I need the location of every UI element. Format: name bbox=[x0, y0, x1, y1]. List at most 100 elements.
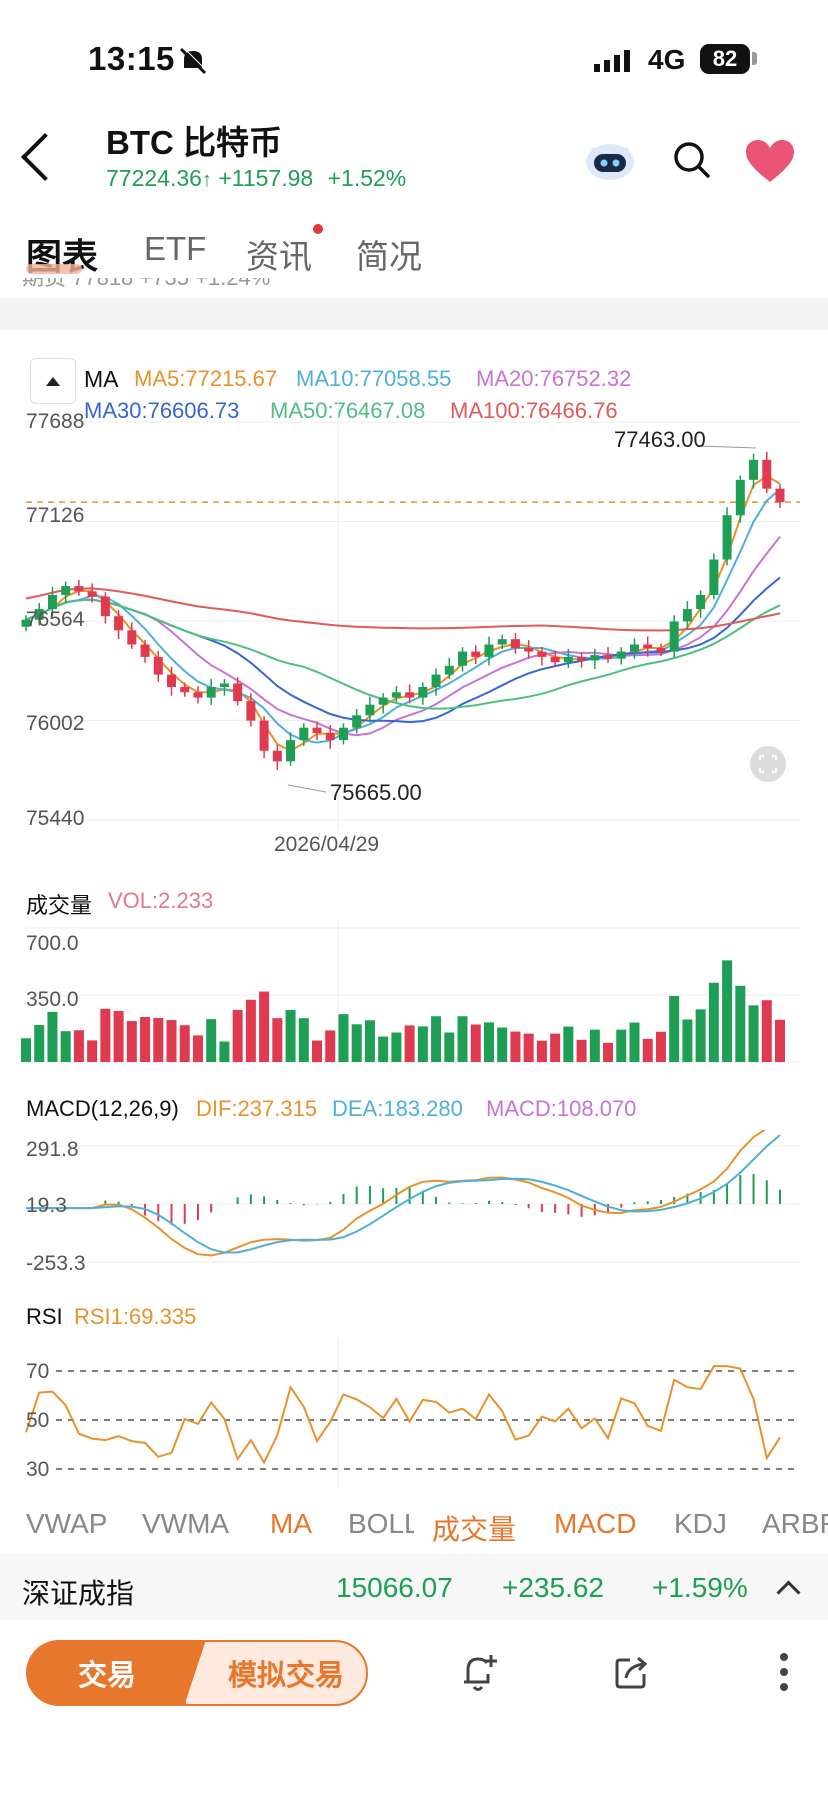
candle-body bbox=[114, 616, 124, 631]
candle-body bbox=[418, 686, 428, 698]
volume-bar bbox=[722, 960, 733, 1062]
chevron-up-icon[interactable] bbox=[776, 1580, 801, 1605]
ma-line bbox=[25, 587, 781, 632]
ind-tab-kdj[interactable]: KDJ bbox=[674, 1508, 727, 1539]
volume-bar bbox=[669, 995, 680, 1062]
candle-body bbox=[775, 488, 785, 503]
ind-tab-vwma[interactable]: VWMA bbox=[142, 1508, 230, 1539]
candle-body bbox=[74, 586, 84, 592]
vol-tick-label: 700.0 bbox=[26, 932, 79, 955]
ticker-pct: +1.59% bbox=[652, 1572, 748, 1603]
ma-label: MA bbox=[84, 366, 119, 392]
tab-profile[interactable]: 简况 bbox=[356, 238, 422, 275]
network-type: 4G bbox=[648, 44, 686, 75]
fullscreen-button[interactable] bbox=[750, 746, 786, 782]
tab-news[interactable]: 资讯 bbox=[246, 238, 312, 275]
clipped-futures-row: 期货 77818 +735 +1.24% bbox=[22, 278, 270, 292]
collapse-ma-button[interactable] bbox=[30, 358, 76, 404]
y-tick-label: 76564 bbox=[26, 608, 85, 631]
price-chart[interactable]: 77688 77126 76564 76002 75440 77463.00 7… bbox=[0, 400, 828, 860]
volume-bar bbox=[179, 1025, 190, 1062]
candle-body bbox=[484, 644, 494, 657]
candle-body bbox=[286, 740, 296, 762]
volume-bar bbox=[682, 1019, 693, 1062]
volume-bar bbox=[708, 982, 719, 1062]
volume-bar bbox=[695, 1009, 706, 1062]
dif-line bbox=[26, 1130, 767, 1257]
tab-underline bbox=[26, 264, 82, 274]
indicator-tab-bar: VWAP VWMA MA BOLL 成交量 MACD KDJ ARBR bbox=[0, 1500, 828, 1550]
index-ticker-bar[interactable]: 深证成指 15066.07 +235.62 +1.59% bbox=[0, 1554, 828, 1620]
ma30-value: MA30:76606.73 bbox=[84, 398, 240, 423]
ticker-change: +235.62 bbox=[502, 1572, 604, 1603]
heart-icon[interactable] bbox=[744, 138, 796, 184]
volume-bar bbox=[298, 1018, 309, 1062]
volume-bar bbox=[550, 1033, 561, 1062]
volume-bar bbox=[629, 1022, 640, 1062]
volume-bar bbox=[378, 1036, 389, 1062]
battery-icon: 82 bbox=[700, 44, 750, 74]
candle-body bbox=[272, 750, 282, 762]
current-price: 77224.36 bbox=[106, 165, 202, 191]
bell-muted-icon bbox=[179, 46, 208, 75]
rsi-label: RSI bbox=[26, 1304, 63, 1329]
robot-assistant-icon[interactable] bbox=[582, 138, 638, 182]
volume-bar bbox=[470, 1024, 481, 1062]
rsi-line bbox=[25, 1365, 781, 1465]
volume-label: 成交量 bbox=[26, 893, 93, 918]
share-icon[interactable] bbox=[614, 1654, 650, 1690]
candle-body bbox=[378, 697, 388, 705]
macd-tick-label: 291.8 bbox=[26, 1138, 79, 1161]
volume-chart[interactable]: 700.0 350.0 bbox=[0, 920, 828, 1070]
ind-tab-boll[interactable]: BOLL bbox=[348, 1508, 414, 1539]
sim-trade-button[interactable]: 模拟交易 bbox=[184, 1640, 368, 1706]
volume-bar bbox=[589, 1029, 600, 1062]
ind-tab-arbr[interactable]: ARBR bbox=[762, 1508, 828, 1539]
separator-band bbox=[0, 298, 828, 330]
volume-bar bbox=[272, 1018, 283, 1062]
alert-bell-icon[interactable] bbox=[460, 1652, 500, 1694]
volume-bar bbox=[523, 1033, 534, 1062]
volume-bar bbox=[140, 1017, 151, 1062]
volume-bar bbox=[73, 1030, 84, 1062]
volume-bar bbox=[603, 1042, 614, 1062]
volume-bar bbox=[576, 1039, 587, 1062]
candle-body bbox=[524, 648, 534, 652]
volume-bar bbox=[391, 1032, 402, 1062]
macd-chart[interactable]: 291.8 19.3 -253.3 bbox=[0, 1130, 828, 1280]
volume-bar bbox=[259, 991, 270, 1062]
search-icon[interactable] bbox=[672, 140, 710, 178]
ma-line bbox=[25, 598, 781, 710]
more-icon[interactable] bbox=[780, 1652, 788, 1692]
volume-bar bbox=[444, 1032, 455, 1062]
candle-body bbox=[497, 639, 507, 645]
macd-label: MACD(12,26,9) bbox=[26, 1096, 179, 1121]
up-arrow-icon: ↑ bbox=[201, 169, 212, 191]
volume-bar bbox=[563, 1026, 574, 1062]
ind-tab-vwap[interactable]: VWAP bbox=[26, 1508, 108, 1539]
ind-tab-volume[interactable]: 成交量 bbox=[432, 1514, 517, 1545]
trade-button[interactable]: 交易 bbox=[26, 1640, 206, 1706]
candle-body bbox=[669, 621, 679, 652]
price-line: 77224.36↑ +1157.98 +1.52% bbox=[106, 165, 406, 192]
candle-body bbox=[167, 674, 177, 687]
ind-tab-macd[interactable]: MACD bbox=[554, 1508, 637, 1539]
tab-etf[interactable]: ETF bbox=[144, 230, 207, 267]
candle-body bbox=[180, 686, 190, 693]
candle-body bbox=[365, 704, 375, 716]
rsi-chart[interactable]: 70 50 30 bbox=[0, 1338, 828, 1488]
candle-body bbox=[762, 459, 772, 489]
high-price-label: 77463.00 bbox=[614, 427, 706, 452]
volume-bar bbox=[642, 1038, 653, 1062]
candle-body bbox=[590, 655, 600, 661]
ma20-value: MA20:76752.32 bbox=[476, 366, 632, 391]
back-icon[interactable] bbox=[20, 132, 70, 182]
macd-dea: DEA:183.280 bbox=[332, 1096, 463, 1121]
date-axis-label: 2026/04/29 bbox=[274, 833, 379, 856]
low-leader-line bbox=[287, 784, 327, 793]
ind-tab-ma[interactable]: MA bbox=[270, 1508, 312, 1539]
candle-body bbox=[206, 686, 216, 698]
volume-bar bbox=[510, 1031, 521, 1062]
battery-tip bbox=[752, 52, 757, 65]
candle-body bbox=[709, 559, 719, 595]
